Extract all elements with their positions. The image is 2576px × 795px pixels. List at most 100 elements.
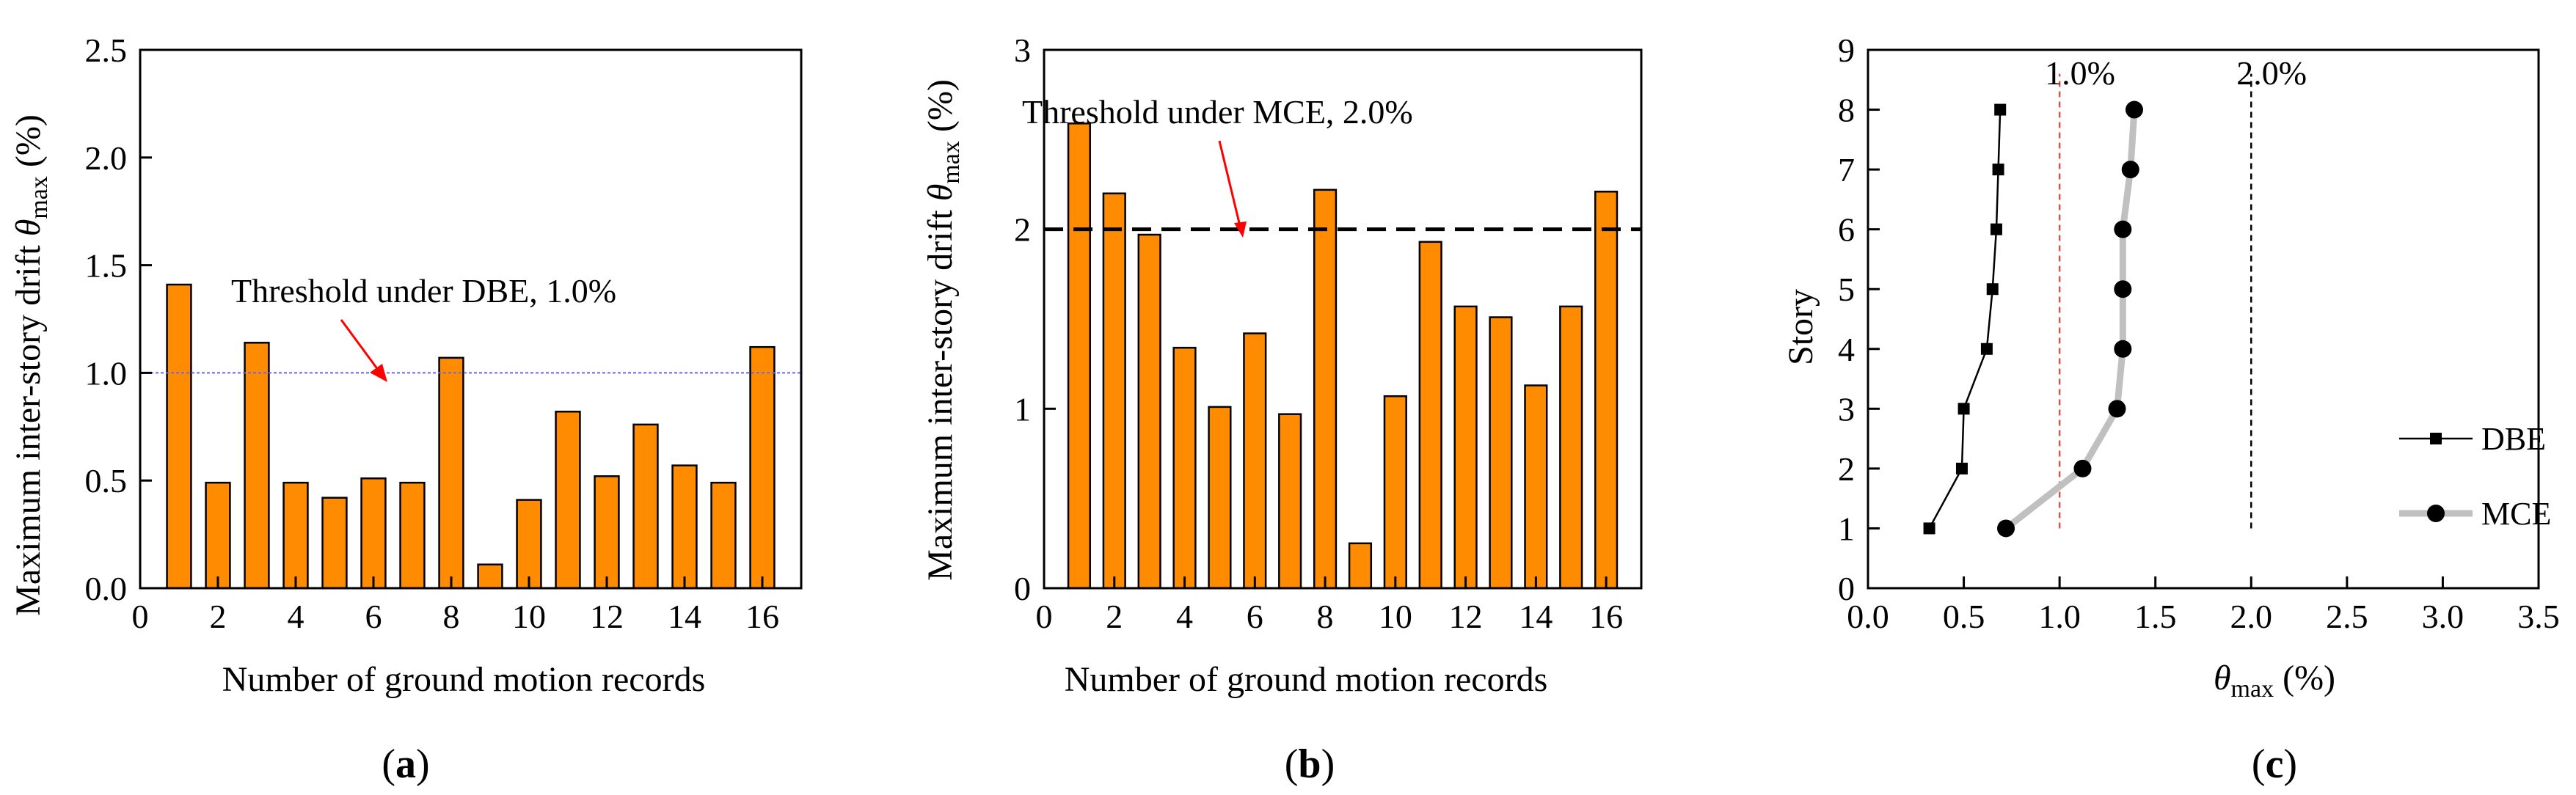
bar-record-9 xyxy=(1348,542,1373,590)
y-tick-label: 4 xyxy=(1838,331,1855,368)
panel-b-annotation-arrow xyxy=(1218,140,1247,238)
point-MCE-story-7 xyxy=(2121,161,2139,179)
panel-b-threshold-label: Threshold under MCE, 2.0% xyxy=(1022,93,1413,131)
bar-record-4 xyxy=(1172,346,1197,590)
svg-text:Maximum inter-story drift θmax: Maximum inter-story drift θmax (%) xyxy=(9,114,53,616)
point-MCE-story-5 xyxy=(2114,280,2132,298)
svg-text:Maximum inter-story drift θmax: Maximum inter-story drift θmax (%) xyxy=(921,79,965,581)
panel-c-legend: DBE MCE xyxy=(2399,421,2551,532)
x-tick-label: 4 xyxy=(1176,598,1193,635)
y-tick-label: 5 xyxy=(1838,271,1855,308)
x-tick-label: 14 xyxy=(668,598,701,635)
point-MCE-story-2 xyxy=(2073,459,2092,477)
legend-label-MCE: MCE xyxy=(2481,496,2551,532)
panel-c-caption: (c) xyxy=(2252,741,2297,787)
point-MCE-story-4 xyxy=(2114,340,2132,358)
y-tick-label: 1 xyxy=(1838,510,1855,547)
y-tick-label: 1.5 xyxy=(85,247,128,285)
panel-a-bars xyxy=(166,283,776,590)
x-tick-label: 2 xyxy=(1106,598,1123,635)
bar-record-13 xyxy=(632,423,659,590)
point-DBE-story-1 xyxy=(1923,522,1935,535)
panel-c-y-axis-title: Story xyxy=(1781,289,1820,365)
y-tick-label: 1.0 xyxy=(85,354,128,392)
x-tick-label: 2.0 xyxy=(2230,598,2273,635)
point-MCE-story-1 xyxy=(1997,519,2015,538)
y-tick-label: 1 xyxy=(1014,390,1031,428)
x-tick-label: 10 xyxy=(512,598,546,635)
legend-marker-MCE xyxy=(2427,505,2445,522)
panel-c-reference-lines: 1.0% 2.0% xyxy=(2045,54,2307,529)
plot-frame xyxy=(139,48,803,590)
x-tick-label: 6 xyxy=(365,598,382,635)
point-DBE-story-3 xyxy=(1957,403,1970,415)
panel-a: 0 2 4 6 8 10 12 14 16 0.0 0.5 1.0 1.5 2.0 2.5 Thresho… xyxy=(9,32,803,787)
x-tick-label: 8 xyxy=(1317,598,1334,635)
bar-record-6 xyxy=(360,477,387,590)
bar-record-4 xyxy=(282,481,309,590)
bar-record-8 xyxy=(438,356,464,590)
panel-a-threshold-label: Threshold under DBE, 1.0% xyxy=(231,272,616,309)
bar-record-9 xyxy=(477,563,503,590)
x-tick-label: 0 xyxy=(132,598,149,635)
panel-a-caption: (a) xyxy=(382,741,429,787)
panel-a-y-axis-title: Maximum inter-story drift θmax (%) xyxy=(9,114,53,616)
panel-c-plot-frame xyxy=(1867,48,2540,590)
x-tick-label: 0.5 xyxy=(1943,598,1985,635)
y-tick-label: 0.5 xyxy=(85,462,128,499)
point-MCE-story-6 xyxy=(2114,220,2132,238)
bar-record-16 xyxy=(749,345,776,590)
x-tick-label: 14 xyxy=(1519,598,1552,635)
bar-record-10 xyxy=(1383,395,1407,590)
y-tick-label: 0.0 xyxy=(85,570,128,607)
bar-record-3 xyxy=(1137,233,1161,590)
x-tick-label: 3.5 xyxy=(2517,598,2560,635)
panel-b-y-ticks: 0 1 2 3 xyxy=(1014,32,1056,607)
y-tick-label: 2 xyxy=(1014,211,1031,249)
point-MCE-story-8 xyxy=(2125,100,2143,119)
y-tick-label: 3 xyxy=(1014,32,1031,69)
panel-a-plot-frame xyxy=(139,48,803,590)
y-tick-label: 8 xyxy=(1838,92,1855,129)
plot-frame xyxy=(1867,48,2540,590)
panel-b-bars xyxy=(1067,122,1619,590)
reference-label-1.0%: 1.0% xyxy=(2045,54,2115,92)
panel-a-y-ticks: 0.0 0.5 1.0 1.5 2.0 2.5 xyxy=(85,32,152,607)
panel-c-series xyxy=(1923,100,2143,538)
x-tick-label: 16 xyxy=(1589,598,1623,635)
x-tick-label: 12 xyxy=(1449,598,1483,635)
panel-c-x-ticks: 0.0 0.5 1.0 1.5 2.0 2.5 3.0 3.5 xyxy=(1847,576,2560,635)
x-tick-label: 8 xyxy=(443,598,460,635)
x-tick-label: 12 xyxy=(590,598,624,635)
panel-a-x-ticks: 0 2 4 6 8 10 12 14 16 xyxy=(132,576,779,635)
panel-b-x-ticks: 0 2 4 6 8 10 12 14 16 xyxy=(1036,576,1623,635)
point-DBE-story-2 xyxy=(1955,462,1968,475)
bar-record-14 xyxy=(671,464,698,590)
panel-a-x-axis-title: Number of ground motion records xyxy=(222,660,706,699)
reference-label-2.0%: 2.0% xyxy=(2236,54,2307,92)
bar-record-15 xyxy=(1559,305,1583,590)
y-tick-label: 2 xyxy=(1838,450,1855,488)
point-DBE-story-6 xyxy=(1990,223,2002,235)
svg-text:θmax (%): θmax (%) xyxy=(2214,659,2335,703)
bar-record-13 xyxy=(1489,316,1513,590)
x-tick-label: 2 xyxy=(210,598,227,635)
panel-c-x-axis-title: θmax (%) xyxy=(2214,659,2335,703)
y-tick-label: 2.0 xyxy=(85,139,128,177)
x-tick-label: 10 xyxy=(1379,598,1412,635)
legend-marker-DBE xyxy=(2430,433,2442,444)
point-DBE-story-8 xyxy=(1994,103,2007,116)
x-tick-label: 2.5 xyxy=(2326,598,2368,635)
point-DBE-story-5 xyxy=(1986,283,1999,296)
y-tick-label: 9 xyxy=(1838,32,1855,69)
panel-c-y-ticks: 0 1 2 3 4 5 6 7 8 9 xyxy=(1838,32,1880,607)
bar-record-12 xyxy=(1453,305,1478,590)
point-DBE-story-7 xyxy=(1992,164,2004,176)
bar-record-10 xyxy=(516,499,542,590)
bar-record-5 xyxy=(1208,406,1232,590)
series-line-DBE xyxy=(1928,109,2002,530)
point-MCE-story-3 xyxy=(2108,400,2126,418)
bar-record-1 xyxy=(166,283,192,590)
bar-record-2 xyxy=(1102,192,1126,590)
